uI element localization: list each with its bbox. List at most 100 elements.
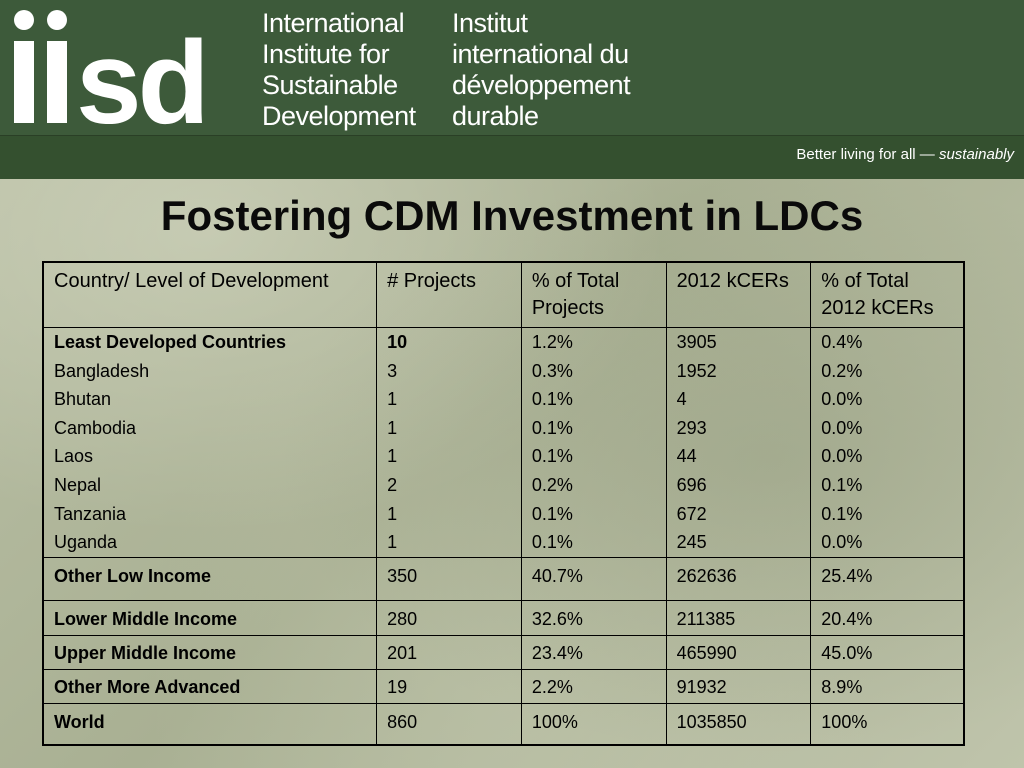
table-row-other-more-advanced: Other More Advanced 19 2.2% 91932 8.9% bbox=[42, 668, 965, 704]
org-name-en-line: Institute for bbox=[262, 39, 390, 69]
cell-value: 0.1% bbox=[531, 446, 573, 467]
cell-value: 262636 bbox=[665, 556, 812, 601]
cell-value: 245 bbox=[676, 532, 707, 553]
table-cell: 1.2% 0.3% 0.1% 0.1% 0.1% 0.2% 0.1% 0.1% bbox=[520, 327, 667, 558]
table-row-ldc-group: Least Developed Countries Bangladesh Bhu… bbox=[42, 327, 965, 558]
org-name-fr-line: international du bbox=[452, 39, 629, 69]
cell-value: 0.0% bbox=[821, 417, 863, 438]
cell-value: 3905 bbox=[676, 332, 717, 352]
ldc-heading: Least Developed Countries bbox=[54, 332, 287, 352]
country-name: Cambodia bbox=[54, 417, 137, 438]
cell-value: 280 bbox=[376, 599, 522, 636]
cell-value: 0.2% bbox=[821, 360, 863, 381]
column-header: % of Total Projects bbox=[520, 261, 667, 328]
header-banner: sd International Institute for Sustainab… bbox=[0, 0, 1024, 135]
tagline-dash: — bbox=[915, 146, 939, 163]
country-name: Uganda bbox=[54, 532, 118, 553]
cell-value: 465990 bbox=[665, 634, 812, 670]
cell-value: 40.7% bbox=[520, 556, 667, 601]
cell-value: 1 bbox=[387, 503, 398, 524]
row-label: Other Low Income bbox=[42, 556, 378, 601]
cell-value: 1 bbox=[387, 532, 398, 553]
tagline: Better living for all — sustainably bbox=[796, 146, 1014, 163]
country-name: Nepal bbox=[54, 474, 102, 495]
table-row-world: World 860 100% 1035850 100% bbox=[42, 702, 965, 746]
org-name-en-line: Development bbox=[262, 101, 416, 131]
column-header: # Projects bbox=[376, 261, 522, 328]
cell-value: 201 bbox=[376, 634, 522, 670]
cell-value: 0.0% bbox=[821, 446, 863, 467]
org-name-en-line: International bbox=[262, 8, 405, 38]
country-name: Tanzania bbox=[54, 503, 127, 524]
cdm-table: Country/ Level of Development # Projects… bbox=[42, 261, 965, 746]
table-row-other-low-income: Other Low Income 350 40.7% 262636 25.4% bbox=[42, 556, 965, 601]
table-cell: 10 3 1 1 1 2 1 1 bbox=[376, 327, 522, 558]
iisd-logo: sd bbox=[14, 10, 210, 130]
cell-value: 672 bbox=[676, 503, 707, 524]
table-row-lower-middle-income: Lower Middle Income 280 32.6% 211385 20.… bbox=[42, 599, 965, 636]
cell-value: 19 bbox=[376, 668, 522, 704]
table-row-upper-middle-income: Upper Middle Income 201 23.4% 465990 45.… bbox=[42, 634, 965, 670]
tagline-text: Better living for all bbox=[796, 146, 916, 163]
ldc-projects-total: 10 bbox=[387, 332, 408, 352]
cell-value: 293 bbox=[676, 417, 707, 438]
table-cell: 3905 1952 4 293 44 696 672 245 bbox=[665, 327, 812, 558]
org-name-fr-line: développement bbox=[452, 70, 631, 100]
column-header: Country/ Level of Development bbox=[42, 261, 378, 328]
cell-value: 0.1% bbox=[821, 503, 863, 524]
org-name-fr-line: Institut bbox=[452, 8, 528, 38]
cell-value: 25.4% bbox=[810, 556, 965, 601]
cell-value: 2 bbox=[387, 474, 398, 495]
cell-value: 8.9% bbox=[810, 668, 965, 704]
cell-value: 100% bbox=[810, 702, 965, 746]
country-name: Laos bbox=[54, 446, 94, 467]
org-name-en-line: Sustainable bbox=[262, 70, 398, 100]
cell-value: 23.4% bbox=[520, 634, 667, 670]
cell-value: 0.0% bbox=[821, 532, 863, 553]
cell-value: 1952 bbox=[676, 360, 717, 381]
cell-value: 2.2% bbox=[520, 668, 667, 704]
column-header: % of Total 2012 kCERs bbox=[810, 261, 965, 328]
country-name: Bangladesh bbox=[54, 360, 150, 381]
svg-text:sd: sd bbox=[76, 17, 206, 130]
cell-value: 350 bbox=[376, 556, 522, 601]
country-name: Bhutan bbox=[54, 389, 112, 410]
table-cell: Least Developed Countries Bangladesh Bhu… bbox=[42, 327, 378, 558]
cell-value: 696 bbox=[676, 474, 707, 495]
cell-value: 0.1% bbox=[531, 417, 573, 438]
cell-value: 32.6% bbox=[520, 599, 667, 636]
table-header-row: Country/ Level of Development # Projects… bbox=[42, 261, 965, 328]
org-name-fr-line: durable bbox=[452, 101, 539, 131]
cell-value: 211385 bbox=[665, 599, 812, 636]
row-label: Other More Advanced bbox=[42, 668, 378, 704]
cell-value: 1 bbox=[387, 417, 398, 438]
cell-value: 4 bbox=[676, 389, 687, 410]
cell-value: 860 bbox=[376, 702, 522, 746]
cell-value: 100% bbox=[520, 702, 667, 746]
column-header: 2012 kCERs bbox=[665, 261, 812, 328]
row-label: Lower Middle Income bbox=[42, 599, 378, 636]
cell-value: 0.3% bbox=[531, 360, 573, 381]
cell-value: 1 bbox=[387, 446, 398, 467]
row-label: World bbox=[42, 702, 378, 746]
cell-value: 0.1% bbox=[531, 503, 573, 524]
tagline-emphasis: sustainably bbox=[938, 146, 1014, 163]
tagline-bar bbox=[0, 135, 1024, 179]
row-label: Upper Middle Income bbox=[42, 634, 378, 670]
cell-value: 0.4% bbox=[821, 332, 863, 352]
table-cell: 0.4% 0.2% 0.0% 0.0% 0.0% 0.1% 0.1% 0.0% bbox=[810, 327, 965, 558]
cell-value: 0.2% bbox=[531, 474, 573, 495]
cell-value: 3 bbox=[387, 360, 398, 381]
cell-value: 1 bbox=[387, 389, 398, 410]
cell-value: 44 bbox=[676, 446, 697, 467]
cell-value: 1035850 bbox=[665, 702, 812, 746]
org-name-english: International Institute for Sustainable … bbox=[262, 8, 416, 132]
cell-value: 0.1% bbox=[531, 389, 573, 410]
cell-value: 0.1% bbox=[531, 532, 573, 553]
slide-title: Fostering CDM Investment in LDCs bbox=[160, 192, 864, 239]
cell-value: 20.4% bbox=[810, 599, 965, 636]
cell-value: 1.2% bbox=[531, 332, 573, 352]
cell-value: 45.0% bbox=[810, 634, 965, 670]
cell-value: 0.1% bbox=[821, 474, 863, 495]
org-name-french: Institut international du développement … bbox=[452, 8, 631, 132]
